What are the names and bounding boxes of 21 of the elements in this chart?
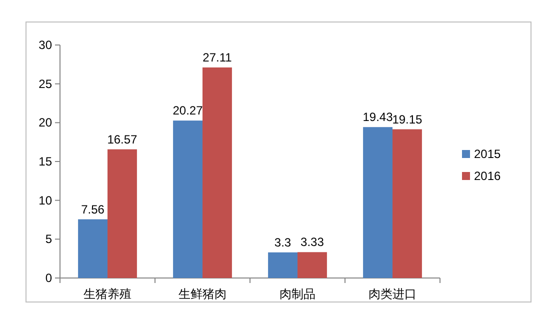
x-tick-label: 肉制品 <box>280 287 316 301</box>
data-label: 20.27 <box>172 104 204 118</box>
x-tick-label: 肉类进口 <box>368 287 416 301</box>
data-label: 7.56 <box>81 202 105 216</box>
legend-label: 2016 <box>474 169 502 183</box>
data-label: 27.11 <box>202 50 232 64</box>
data-label: 19.15 <box>392 112 423 126</box>
x-tick-label: 生猪养殖 <box>84 287 132 301</box>
x-tick-label: 生鲜猪肉 <box>178 287 226 301</box>
data-label: 16.57 <box>107 132 138 146</box>
y-tick-label: 30 <box>38 38 52 52</box>
legend-label: 2015 <box>474 147 502 161</box>
y-tick-label: 25 <box>38 76 52 91</box>
y-tick-label: 10 <box>38 193 52 208</box>
y-tick-label: 0 <box>45 271 52 285</box>
y-tick-label: 20 <box>38 116 52 130</box>
data-label: 3.3 <box>274 235 292 250</box>
y-tick-label: 15 <box>38 154 52 168</box>
data-label: 19.43 <box>362 110 394 124</box>
y-tick-label: 5 <box>45 232 52 246</box>
data-label: 3.33 <box>300 235 324 250</box>
